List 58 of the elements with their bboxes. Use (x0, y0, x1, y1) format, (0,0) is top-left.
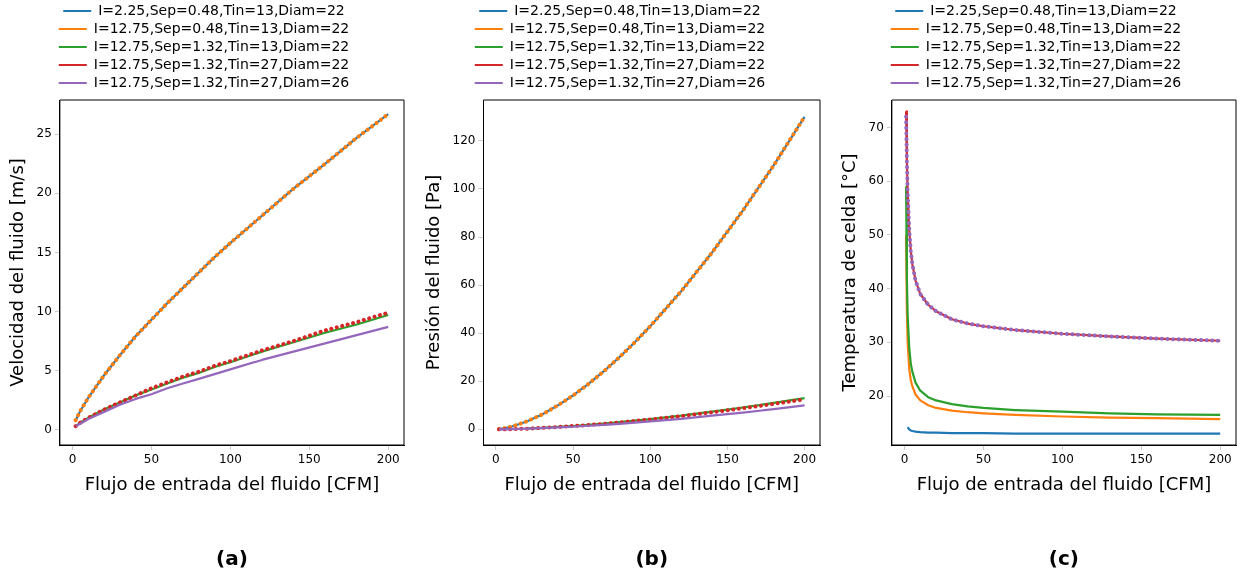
x-tick-label: 150 (715, 452, 739, 467)
y-tick-label: 20 (36, 185, 52, 200)
legend-label: I=12.75,Sep=0.48,Tin=13,Diam=22 (509, 19, 766, 36)
text: (c) (1048, 546, 1080, 571)
x-tick-label: 200 (793, 452, 817, 467)
y-tick-label: 70 (868, 119, 884, 134)
text: (a) (216, 546, 248, 571)
legend-label: I=12.75,Sep=0.48,Tin=13,Diam=22 (93, 19, 350, 36)
legend-label: I=12.75,Sep=1.32,Tin=27,Diam=26 (925, 73, 1182, 90)
y-tick-label: 60 (868, 173, 884, 188)
x-tick-label: 50 (143, 452, 160, 467)
y-axis-title: Temperatura de celda [°C] (838, 153, 860, 393)
legend-label: I=12.75,Sep=1.32,Tin=27,Diam=22 (925, 55, 1182, 72)
y-tick-label: 0 (467, 421, 476, 436)
y-axis-title: Velocidad del fluido [m/s] (6, 158, 28, 387)
y-tick-label: 40 (460, 325, 476, 340)
x-tick-label: 200 (1208, 452, 1232, 467)
x-axis-title: Flujo de entrada del fluido [CFM] (916, 472, 1212, 494)
legend-label: I=12.75,Sep=1.32,Tin=27,Diam=26 (509, 73, 766, 90)
y-tick-label: 5 (44, 362, 52, 377)
y-tick-label: 25 (36, 126, 52, 141)
x-tick-label: 150 (297, 452, 321, 467)
y-tick-label: 50 (868, 227, 884, 242)
text: (b) (635, 546, 669, 571)
y-tick-label: 100 (452, 181, 476, 196)
y-tick-label: 20 (868, 388, 884, 403)
y-axis-title: Presión del fluido [Pa] (422, 174, 444, 371)
x-axis-title: Flujo de entrada del fluido [CFM] (84, 472, 380, 494)
legend-label: I=12.75,Sep=1.32,Tin=27,Diam=22 (93, 55, 350, 72)
legend-label: I=12.75,Sep=1.32,Tin=27,Diam=22 (509, 55, 766, 72)
x-tick-label: 0 (68, 452, 77, 467)
legend-label: I=12.75,Sep=1.32,Tin=27,Diam=26 (93, 73, 350, 90)
x-tick-label: 0 (900, 452, 909, 467)
x-tick-label: 100 (638, 452, 662, 467)
y-tick-label: 60 (460, 277, 476, 292)
y-tick-label: 0 (44, 421, 52, 436)
x-tick-label: 100 (1050, 452, 1074, 467)
legend-label: I=12.75,Sep=1.32,Tin=13,Diam=22 (925, 37, 1182, 54)
x-tick-label: 50 (975, 452, 992, 467)
x-tick-label: 100 (218, 452, 242, 467)
y-tick-label: 30 (868, 334, 884, 349)
y-tick-label: 80 (460, 229, 476, 244)
x-tick-label: 200 (376, 452, 400, 467)
x-axis-title: Flujo de entrada del fluido [CFM] (504, 472, 799, 494)
y-tick-label: 40 (868, 280, 884, 295)
y-tick-label: 10 (36, 303, 52, 318)
legend-label: I=12.75,Sep=1.32,Tin=13,Diam=22 (509, 37, 766, 54)
y-tick-label: 20 (460, 373, 476, 388)
legend-label: I=12.75,Sep=0.48,Tin=13,Diam=22 (925, 19, 1182, 36)
x-tick-label: 0 (492, 452, 500, 467)
legend-label: I=2.25,Sep=0.48,Tin=13,Diam=22 (930, 1, 1177, 18)
y-tick-label: 120 (452, 133, 476, 147)
x-tick-label: 150 (1129, 452, 1153, 467)
legend-label: I=2.25,Sep=0.48,Tin=13,Diam=22 (514, 1, 761, 18)
y-tick-label: 15 (36, 244, 52, 259)
legend-label: I=12.75,Sep=1.32,Tin=13,Diam=22 (93, 37, 350, 54)
legend-label: I=2.25,Sep=0.48,Tin=13,Diam=22 (98, 1, 345, 18)
x-tick-label: 50 (565, 452, 581, 467)
